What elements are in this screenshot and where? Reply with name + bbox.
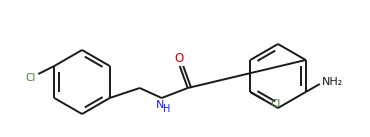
Text: N: N	[155, 100, 164, 110]
Text: H: H	[163, 104, 171, 114]
Text: O: O	[174, 52, 184, 65]
Text: NH₂: NH₂	[322, 77, 343, 87]
Text: Cl: Cl	[270, 99, 280, 109]
Text: Cl: Cl	[25, 73, 36, 83]
